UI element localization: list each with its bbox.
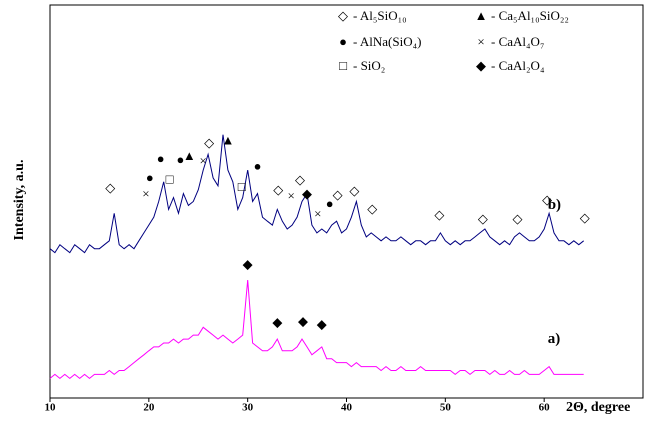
phase-marker: ◇ <box>478 211 488 226</box>
phase-marker: ◆ <box>317 316 327 331</box>
phase-marker: □ <box>238 179 246 194</box>
phase-marker: × <box>287 188 294 203</box>
phase-marker: ▲ <box>183 148 196 163</box>
phase-marker: □ <box>166 171 174 186</box>
data-line <box>49 134 585 254</box>
phase-marker: ● <box>146 170 154 185</box>
phase-marker: ◆ <box>302 186 312 201</box>
legend-symbol: □ <box>339 58 347 73</box>
phase-marker: ◇ <box>367 201 377 216</box>
legend-label: - SiO₂ <box>353 58 385 73</box>
x-tick-label: 40 <box>341 402 353 414</box>
legend-symbol: ◇ <box>338 8 348 23</box>
phase-marker: ◇ <box>273 182 283 197</box>
phase-marker: ◇ <box>349 183 359 198</box>
phase-marker: ● <box>157 151 165 166</box>
x-tick-label: 20 <box>143 402 155 414</box>
phase-marker: × <box>314 206 321 221</box>
phase-marker: ◆ <box>298 314 308 329</box>
phase-marker: ◇ <box>105 180 115 195</box>
series-label: a) <box>548 331 561 347</box>
phase-marker: ◇ <box>204 135 214 150</box>
x-axis-title: 2Θ, degree <box>566 400 630 415</box>
phase-marker: ◇ <box>295 172 305 187</box>
y-axis-title: Intensity, a.u. <box>12 160 27 241</box>
legend-label: - CaAl₂O₄ <box>491 58 545 73</box>
legend-label: - AlNa(SiO₄) <box>353 34 421 49</box>
legend-symbol: × <box>477 34 484 49</box>
phase-marker: ◆ <box>272 314 282 329</box>
phase-marker: ● <box>326 196 334 211</box>
legend-label: - CaAl₄O₇ <box>491 34 544 49</box>
phase-marker: ◇ <box>512 211 522 226</box>
legend-label: - Ca₅Al₁₀SiO₂₂ <box>491 8 569 23</box>
phase-marker: ◇ <box>333 187 343 202</box>
phase-marker: ◇ <box>434 207 444 222</box>
phase-marker: × <box>142 186 149 201</box>
x-tick-label: 10 <box>45 402 57 414</box>
phase-marker: ◇ <box>542 192 552 207</box>
series-label: b) <box>548 197 561 213</box>
phase-marker: ▲ <box>221 132 234 147</box>
data-line <box>49 280 584 380</box>
legend-label: - Al₅SiO₁₀ <box>353 8 407 23</box>
phase-marker: ◆ <box>243 257 253 272</box>
phase-marker: ● <box>254 158 262 173</box>
x-tick-label: 50 <box>440 402 452 414</box>
phase-marker: ◇ <box>580 210 590 225</box>
x-tick-label: 60 <box>539 402 551 414</box>
x-tick-label: 30 <box>242 402 254 414</box>
legend-symbol: ◆ <box>476 58 486 73</box>
phase-marker: × <box>200 153 207 168</box>
phase-marker: ● <box>177 152 185 167</box>
legend-symbol: ▲ <box>475 8 488 23</box>
legend-symbol: ● <box>339 34 347 49</box>
